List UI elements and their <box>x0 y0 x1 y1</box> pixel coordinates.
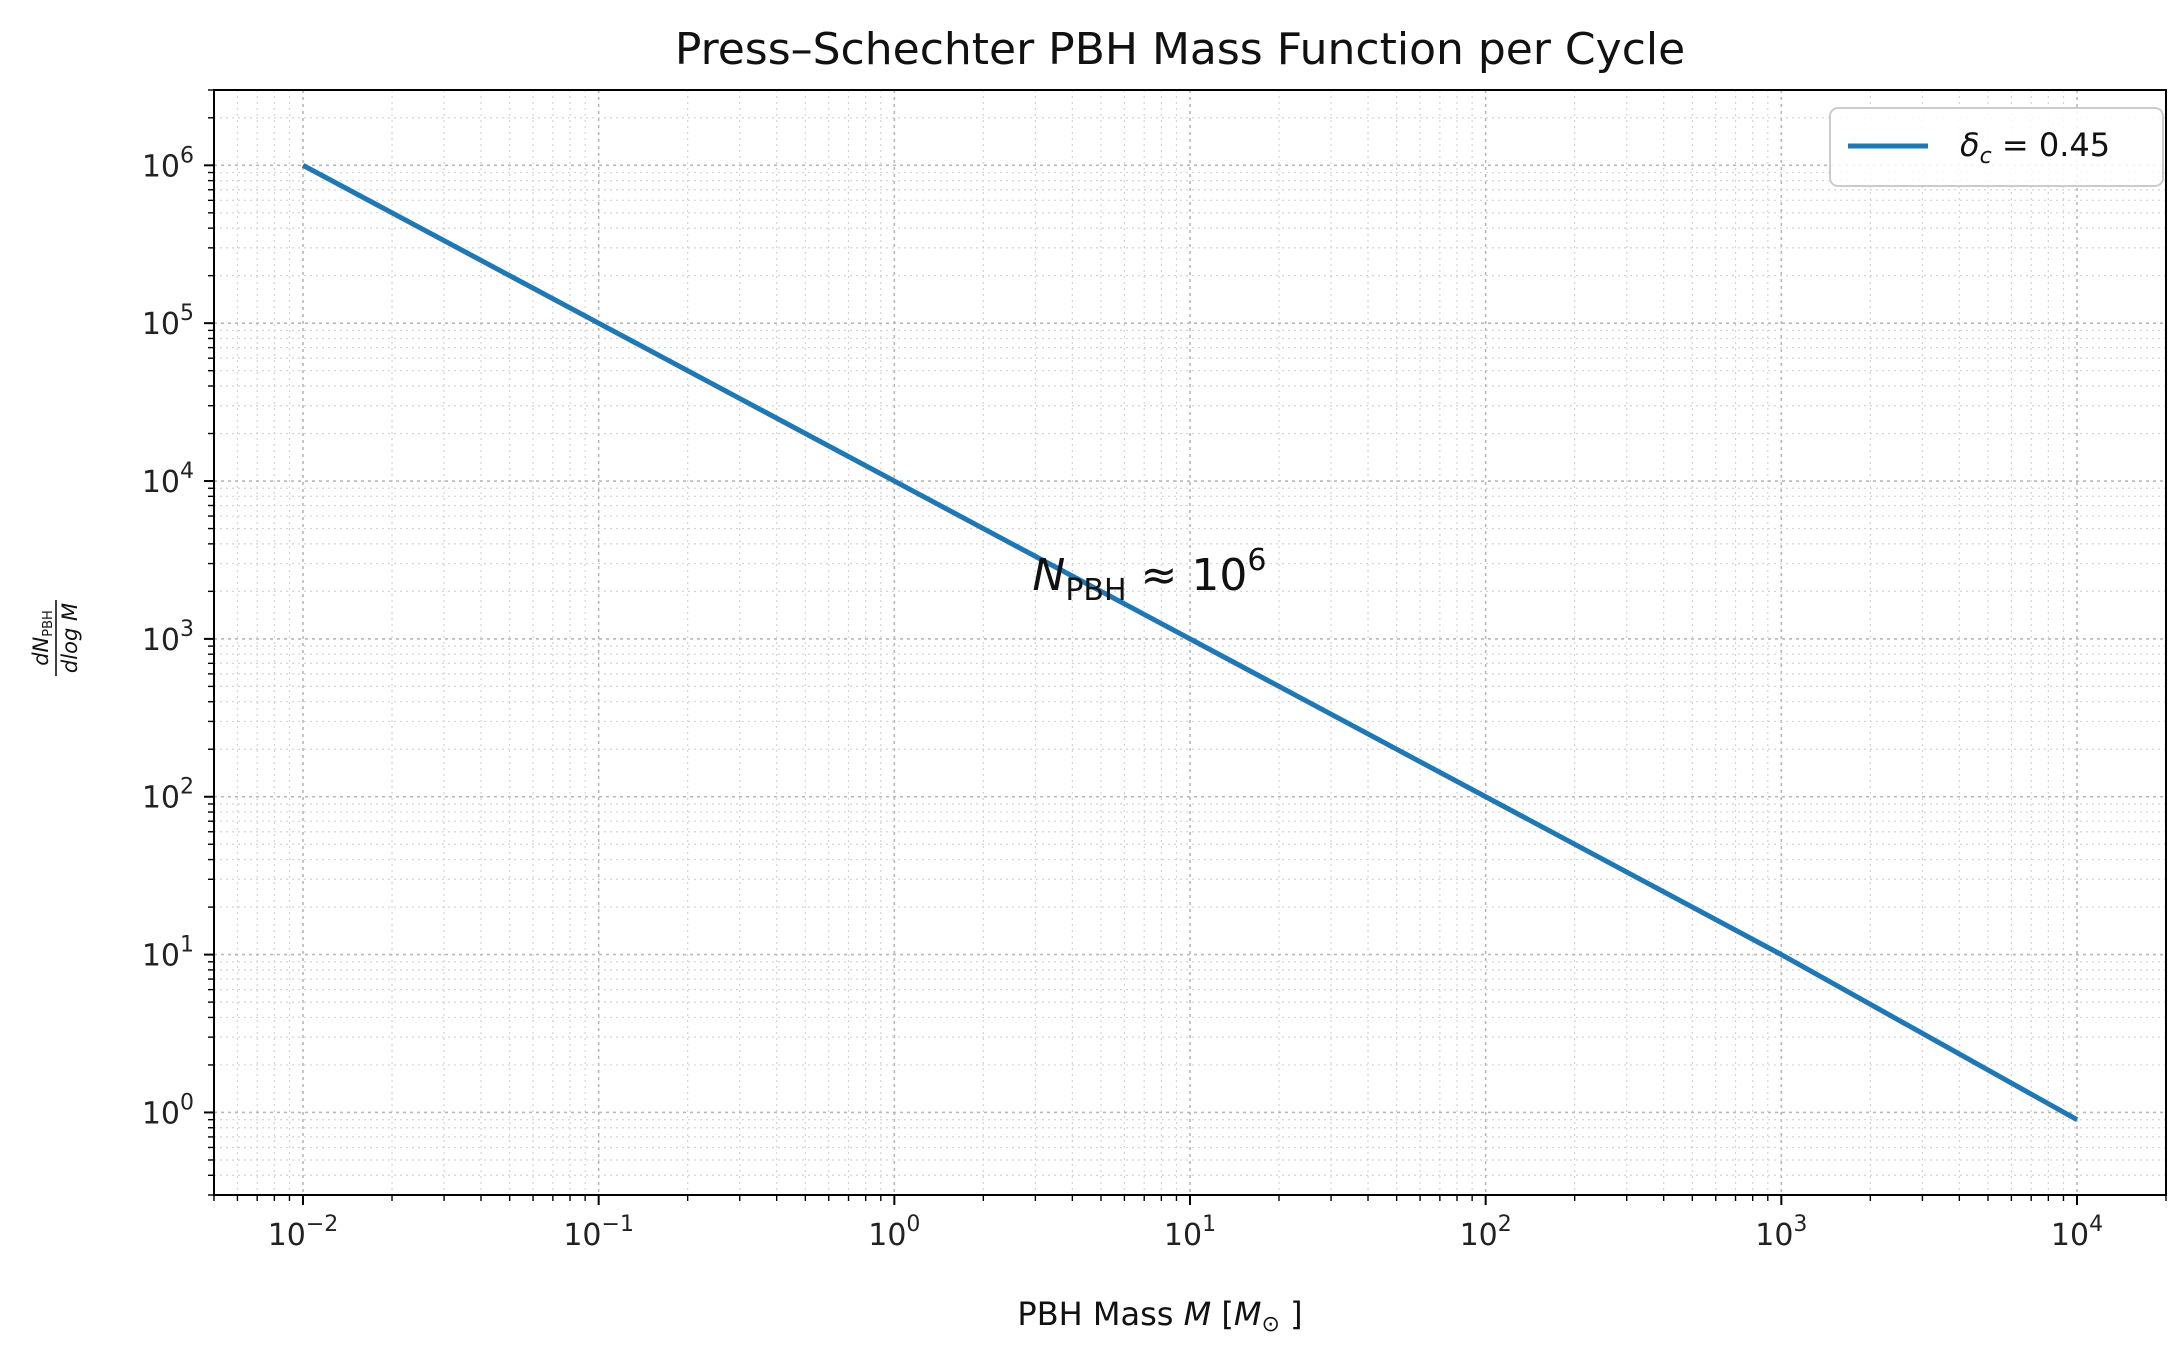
y-tick-label: 104 <box>142 459 194 500</box>
x-tick-labels: 10−2 10−1 100 101 102 103 104 <box>268 1212 2103 1253</box>
x-axis-label-prefix: PBH Mass <box>1017 1295 1183 1333</box>
y-axis-label-numerator: dNPBH <box>29 610 56 666</box>
x-axis-label: PBH Mass M [M⊙ ] <box>1017 1295 1302 1337</box>
x-tick-label: 103 <box>1755 1212 1807 1253</box>
y-tick-label: 101 <box>142 933 194 974</box>
y-tick-label: 106 <box>142 143 194 184</box>
y-axis-label-num-d: dN <box>29 636 53 665</box>
legend-label-var: δ <box>1960 126 1980 164</box>
x-tick-label: 102 <box>1460 1212 1512 1253</box>
legend-label-sub: c <box>1980 144 1992 169</box>
legend-label: δc = 0.45 <box>1960 126 2110 169</box>
y-tick-labels: 100 101 102 103 104 105 106 <box>142 143 194 1131</box>
x-tick-label: 101 <box>1164 1212 1216 1253</box>
annotation-var: N <box>1032 550 1065 601</box>
grid <box>213 89 2167 1196</box>
legend: δc = 0.45 <box>1829 107 2164 187</box>
x-axis-label-unit-sub: ⊙ <box>1262 1312 1280 1337</box>
y-tick-label: 105 <box>142 301 194 342</box>
annotation-sup: 6 <box>1247 543 1266 578</box>
annotation-sub: PBH <box>1065 573 1126 608</box>
x-tick-label: 10−1 <box>563 1212 634 1253</box>
annotation-rest: ≈ 10 <box>1127 550 1248 601</box>
x-axis-label-close: ] <box>1280 1295 1303 1333</box>
x-tick-label: 104 <box>2051 1212 2103 1253</box>
y-tick-label: 103 <box>142 617 194 658</box>
x-axis-label-unit: M <box>1234 1295 1262 1333</box>
x-axis-label-open: [ <box>1211 1295 1234 1333</box>
x-tick-label: 10−2 <box>268 1212 339 1253</box>
legend-label-rest: = 0.45 <box>1992 126 2110 164</box>
chart-title: Press–Schechter PBH Mass Function per Cy… <box>675 24 1685 75</box>
annotation-text: NPBH ≈ 106 <box>1032 543 1266 608</box>
y-axis-label-num-sub: PBH <box>41 610 56 637</box>
x-tick-label: 100 <box>868 1212 920 1253</box>
y-axis-label-denominator: dlog M <box>58 603 82 673</box>
x-axis-label-var: M <box>1184 1295 1212 1333</box>
tick-marks <box>204 89 2167 1205</box>
y-tick-label: 102 <box>142 775 194 816</box>
legend-box <box>1829 107 2164 187</box>
y-axis-label: dNPBH dlog M <box>29 600 82 676</box>
series-line <box>301 163 2079 1122</box>
y-tick-label: 100 <box>142 1090 194 1131</box>
